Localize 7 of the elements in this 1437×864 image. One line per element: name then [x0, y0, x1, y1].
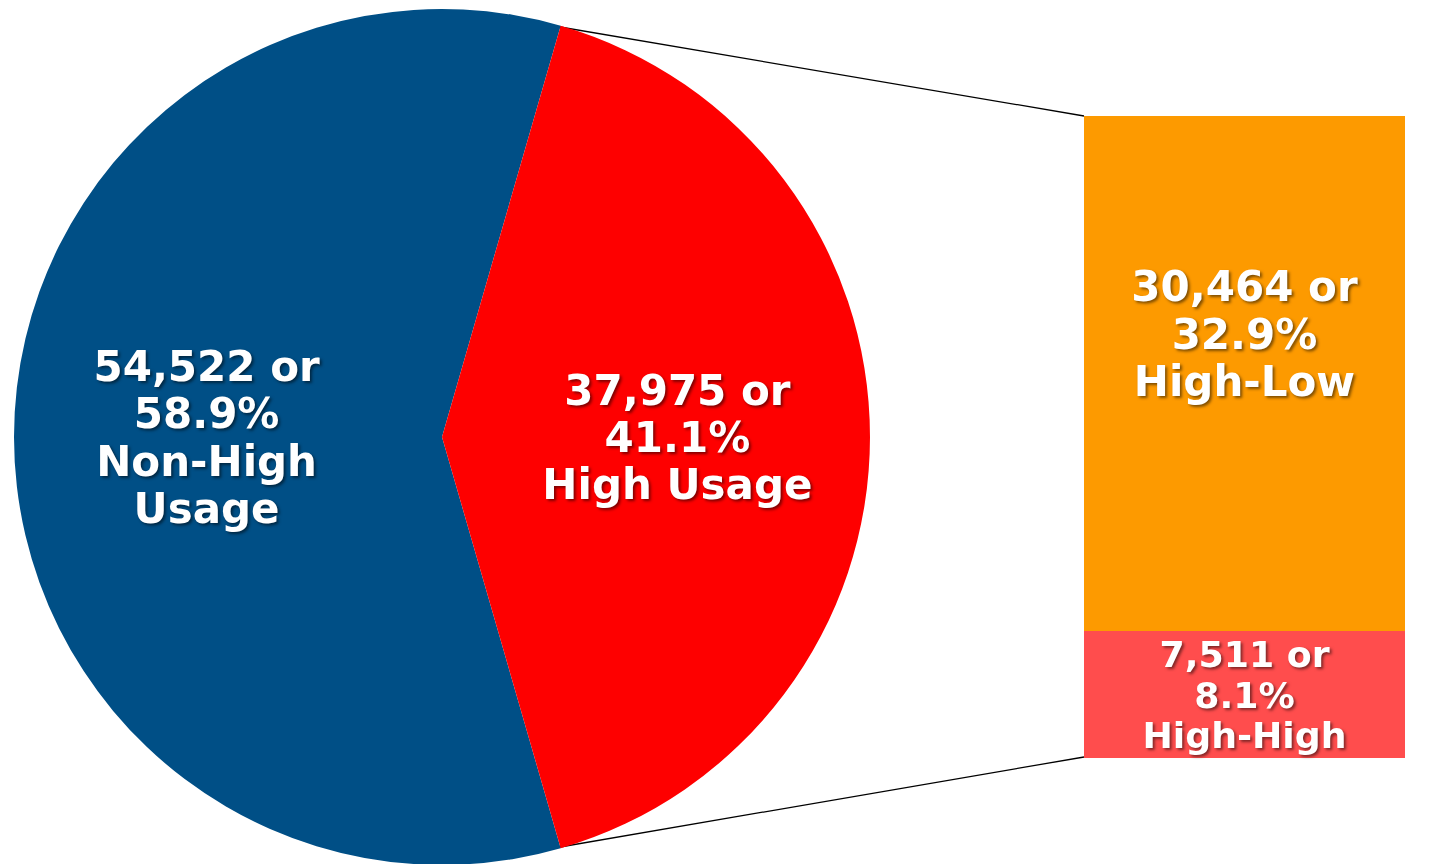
data-label: 54,522 or 58.9%	[93, 341, 321, 438]
series-label: High-Low	[1133, 356, 1356, 406]
pie-slice	[442, 25, 870, 849]
data-label: 37,975 or 41.1%	[564, 365, 791, 462]
data-label: 30,464 or 32.9%	[1131, 261, 1358, 359]
slice-label: Non-High Usage	[96, 436, 318, 533]
slice-label: High Usage	[542, 459, 813, 509]
